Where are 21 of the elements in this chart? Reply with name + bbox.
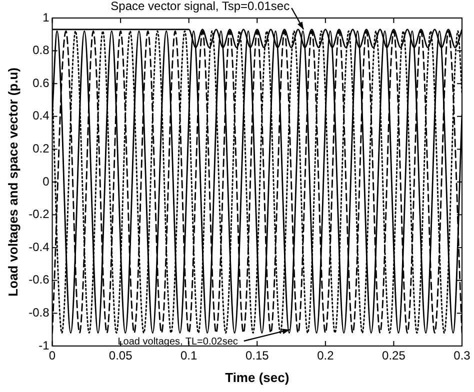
y-tick-label: -0.2 xyxy=(28,207,50,222)
y-tick-label: -0.6 xyxy=(28,272,50,287)
y-tick-label: 0.6 xyxy=(32,76,50,90)
x-axis-title: Time (sec) xyxy=(225,370,290,385)
annotation: Load voltages, TL=0.02sec xyxy=(118,336,238,348)
y-tick-label: 0.8 xyxy=(32,43,50,58)
y-axis-title: Load voltages and space vector (p.u) xyxy=(5,68,20,296)
y-tick-label: -1 xyxy=(38,338,50,352)
y-tick-label: 0 xyxy=(42,174,50,188)
annotation: Space vector signal, Tsp=0.01sec xyxy=(110,0,290,13)
x-tick-label: 0.3 xyxy=(454,348,471,363)
y-tick-label: 1 xyxy=(42,10,50,24)
y-tick-label: -0.4 xyxy=(28,240,50,254)
x-tick-label: 0.05 xyxy=(108,348,133,363)
y-tick-label: -0.8 xyxy=(28,306,50,320)
x-tick-label: 0.15 xyxy=(245,348,270,363)
y-tick-label: 0.2 xyxy=(32,142,50,156)
x-tick-label: 0.2 xyxy=(317,348,334,363)
x-tick-label: 0.25 xyxy=(382,348,406,363)
x-tick-label: 0.1 xyxy=(180,348,198,363)
y-tick-label: 0.4 xyxy=(32,108,50,123)
